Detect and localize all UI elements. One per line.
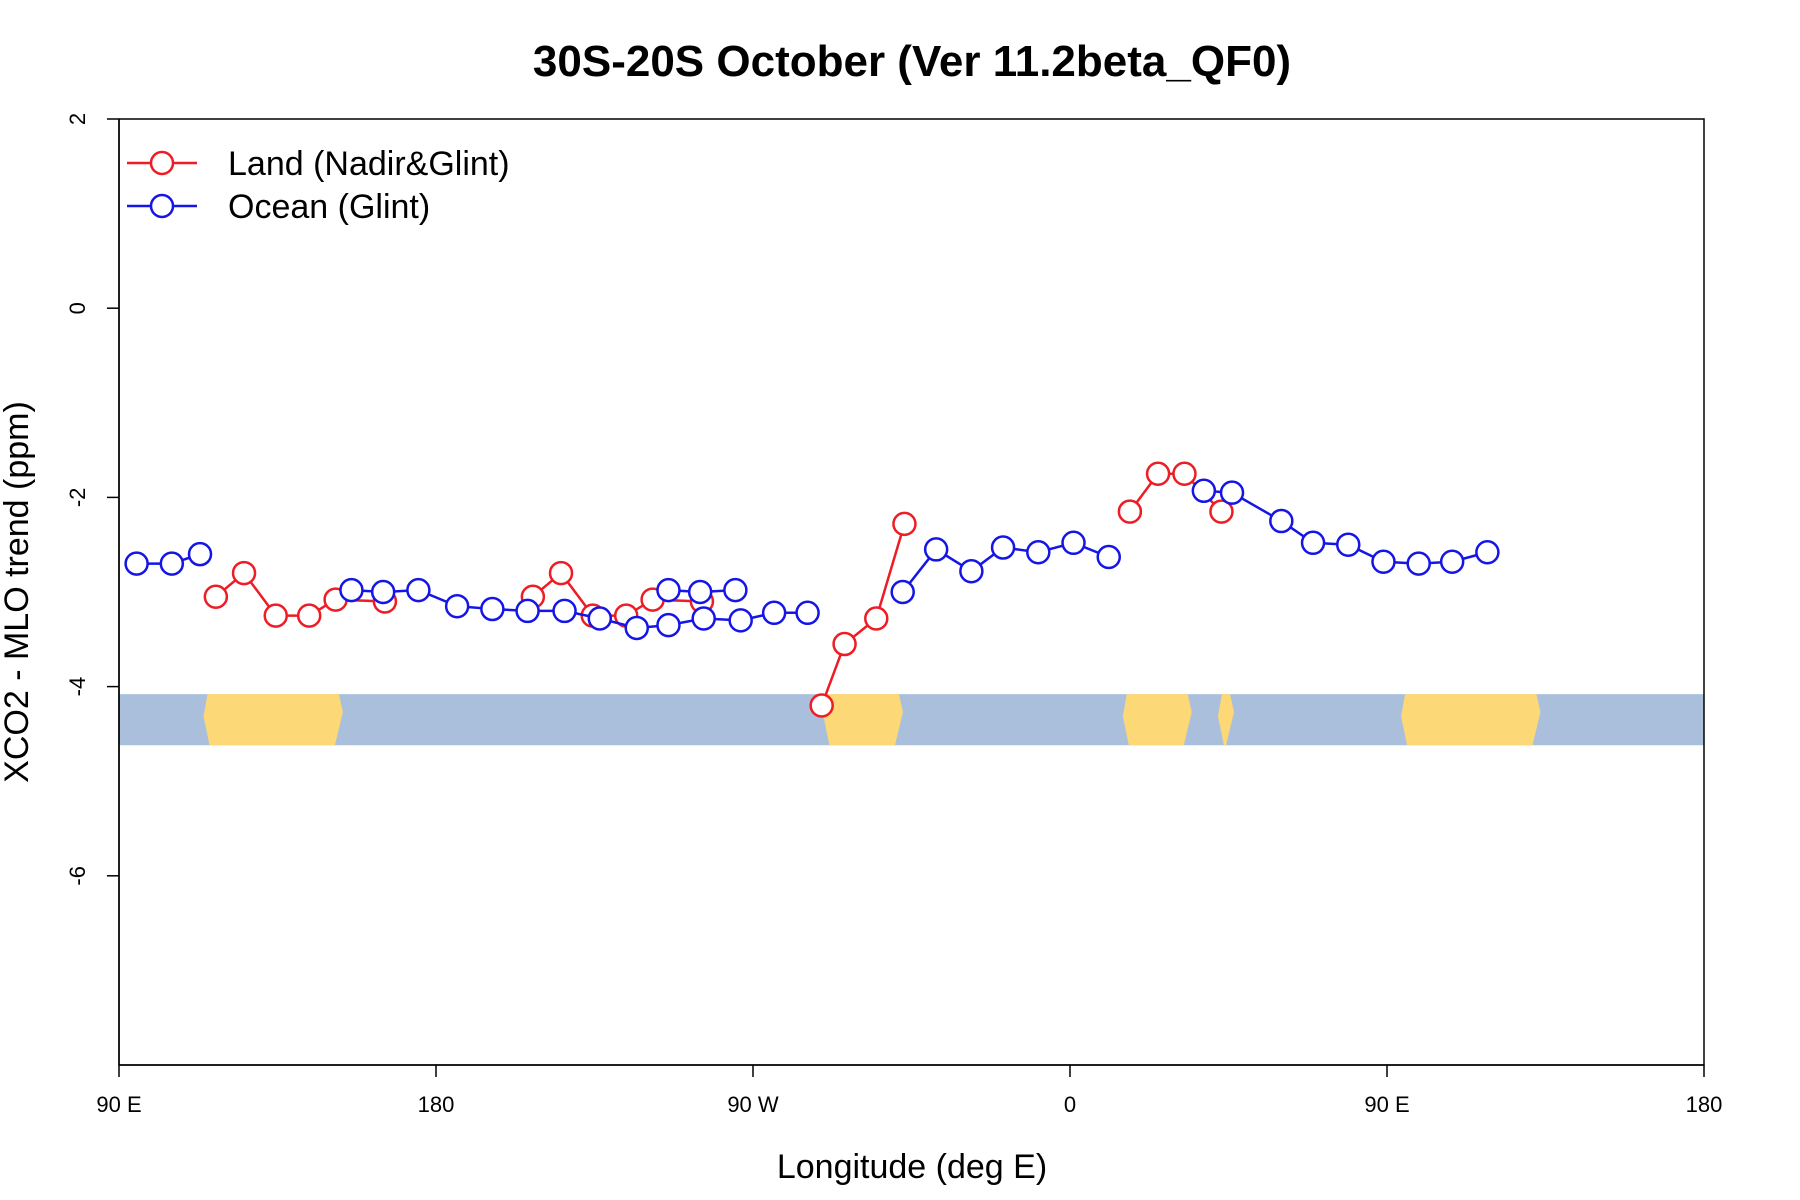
data-point [1061,530,1086,556]
legend-label-ocean: Ocean (Glint) [228,188,430,226]
data-point [1475,540,1500,565]
x-tick-label: 90 E [96,1092,141,1117]
data-point [1172,461,1197,486]
data-point [1145,461,1171,486]
y-tick-label: -6 [65,866,90,886]
y-axis-title: XCO2 - MLO trend (ppm) [0,401,36,783]
data-point [1191,478,1217,504]
data-point [959,558,984,584]
data-point [552,598,577,624]
data-point [263,603,288,628]
data-point [296,603,322,628]
data-point [809,693,834,718]
data-point [1269,508,1294,534]
data-point [231,560,257,586]
map-land-1 [823,694,903,746]
x-axis-title: Longitude (deg E) [777,1148,1047,1186]
data-point [203,584,229,609]
data-point [691,606,716,631]
legend: Land (Nadir&Glint) Ocean (Glint) [127,145,510,226]
data-point [1336,532,1361,557]
data-point [370,579,396,605]
data-point [1300,530,1326,556]
data-point [832,631,857,657]
data-point [687,579,713,605]
y-tick-label: -4 [65,677,90,697]
data-point [923,537,949,562]
data-point [159,551,185,576]
data-point [480,596,505,622]
data-point [795,600,820,626]
y-tick-label: -2 [65,488,90,508]
map-band [119,694,1704,746]
data-point [864,606,889,631]
data-point [761,600,787,626]
data-point [723,577,748,603]
x-axis: 90 E 180 90 W 0 90 E 180 [96,1064,1723,1117]
data-point [656,577,681,603]
data-point [890,579,915,605]
legend-marker-land [149,150,175,176]
data-point [339,577,364,603]
x-tick-label: 90 W [727,1092,779,1117]
series-layer [124,461,1500,718]
map-land-0 [203,694,343,746]
data-point [406,577,431,603]
data-point [1117,499,1143,524]
map-land-4 [1401,694,1541,746]
y-tick-label: 2 [65,113,90,125]
x-tick-label: 90 E [1364,1092,1409,1117]
data-point [1406,551,1431,576]
data-point [124,551,149,576]
data-point [892,511,917,537]
data-point [1209,499,1234,524]
data-point [1371,549,1396,574]
x-tick-label: 180 [418,1092,455,1117]
data-point [1026,540,1051,565]
data-point [515,598,540,624]
x-tick-label: 180 [1686,1092,1723,1117]
data-point [1219,480,1245,505]
data-point [548,560,574,586]
data-point [1439,549,1465,574]
data-point [187,541,213,567]
series-line [820,523,906,706]
data-point [728,608,753,633]
data-point [1096,544,1121,570]
map-land-3 [1217,694,1235,746]
legend-marker-ocean [149,193,175,219]
legend-label-land: Land (Nadir&Glint) [228,145,510,183]
y-tick-label: 0 [65,302,90,314]
series-ocean [124,478,1500,641]
y-axis: 2 0 -2 -4 -6 [65,113,120,1065]
x-tick-label: 0 [1064,1092,1076,1117]
map-land-2 [1122,694,1192,746]
data-point [656,612,681,638]
data-point [990,535,1016,560]
data-point [444,593,470,619]
data-point [587,606,613,631]
data-point [624,615,650,641]
chart-title: 30S-20S October (Ver 11.2beta_QF0) [533,37,1291,86]
